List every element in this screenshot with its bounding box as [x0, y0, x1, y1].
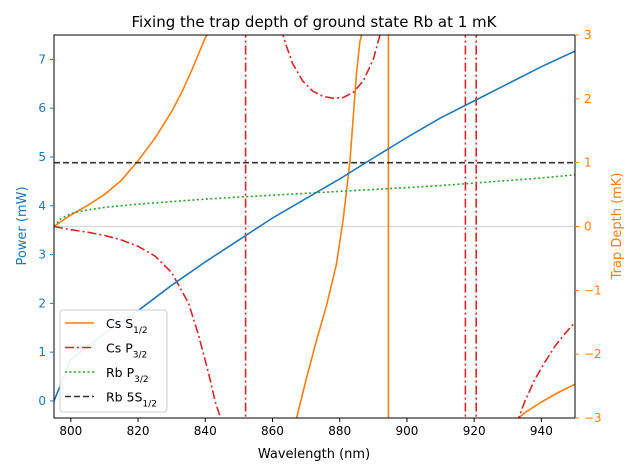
x-tick-label-2: 840	[194, 424, 217, 438]
y-right-tick-label-0: −3	[584, 411, 602, 425]
y-left-tick-label-2: 2	[38, 296, 46, 310]
x-tick-label-3: 860	[261, 424, 284, 438]
y-left-tick-label-7: 7	[38, 52, 46, 66]
x-tick-label-0: 800	[59, 424, 82, 438]
legend-label-0: Cs S1/2	[106, 316, 148, 336]
y-right-axis-label: Trap Depth (mK)	[610, 173, 625, 281]
series-0-segment-1	[295, 35, 363, 418]
x-tick-label-4: 880	[328, 424, 351, 438]
y-right-tick-label-4: 1	[584, 156, 592, 170]
legend-label-1: Cs P3/2	[106, 341, 147, 361]
series-1-segment-0	[54, 225, 222, 418]
legend-label-2: Rb P3/2	[106, 365, 149, 385]
y-left-tick-label-4: 4	[38, 199, 46, 213]
legend-items: Cs S1/2 Cs P3/2 Rb P3/2 Rb 5S1/2	[65, 316, 157, 410]
series-0-segment-3	[517, 383, 575, 418]
series-0-segment-0	[54, 35, 209, 228]
series-1-segment-5	[517, 321, 575, 418]
series-2-segment-0	[54, 174, 575, 228]
y-right-axis-ticks: −3 −2 −1 0 1 2 3	[575, 28, 602, 425]
legend: Cs S1/2 Cs P3/2 Rb P3/2 Rb 5S1/2	[59, 309, 168, 413]
y-left-axis-ticks: 0 1 2 3 4 5 6 7	[38, 52, 54, 408]
legend-label-3: Rb 5S1/2	[106, 390, 157, 410]
y-left-tick-label-5: 5	[38, 150, 46, 164]
legend-box	[59, 309, 168, 413]
x-tick-label-1: 820	[127, 424, 150, 438]
y-left-axis-label: Power (mW)	[15, 186, 30, 265]
chart-title: Fixing the trap depth of ground state Rb…	[131, 13, 497, 31]
y-right-tick-label-2: −1	[584, 283, 602, 297]
y-right-tick-label-5: 2	[584, 92, 592, 106]
y-right-tick-label-1: −2	[584, 347, 602, 361]
y-left-tick-label-1: 1	[38, 345, 46, 359]
y-right-tick-label-6: 3	[584, 28, 592, 42]
series-1-segment-2	[282, 35, 381, 99]
x-axis-label: Wavelength (nm)	[258, 447, 370, 462]
x-tick-label-5: 900	[395, 424, 418, 438]
y-right-tick-label-3: 0	[584, 220, 592, 234]
y-left-tick-label-0: 0	[38, 394, 46, 408]
x-tick-label-7: 940	[530, 424, 553, 438]
y-left-tick-label-3: 3	[38, 248, 46, 262]
y-left-tick-label-6: 6	[38, 101, 46, 115]
x-tick-label-6: 920	[463, 424, 486, 438]
x-axis-ticks: 800 820 840 860 880 900 920 940	[59, 418, 553, 438]
